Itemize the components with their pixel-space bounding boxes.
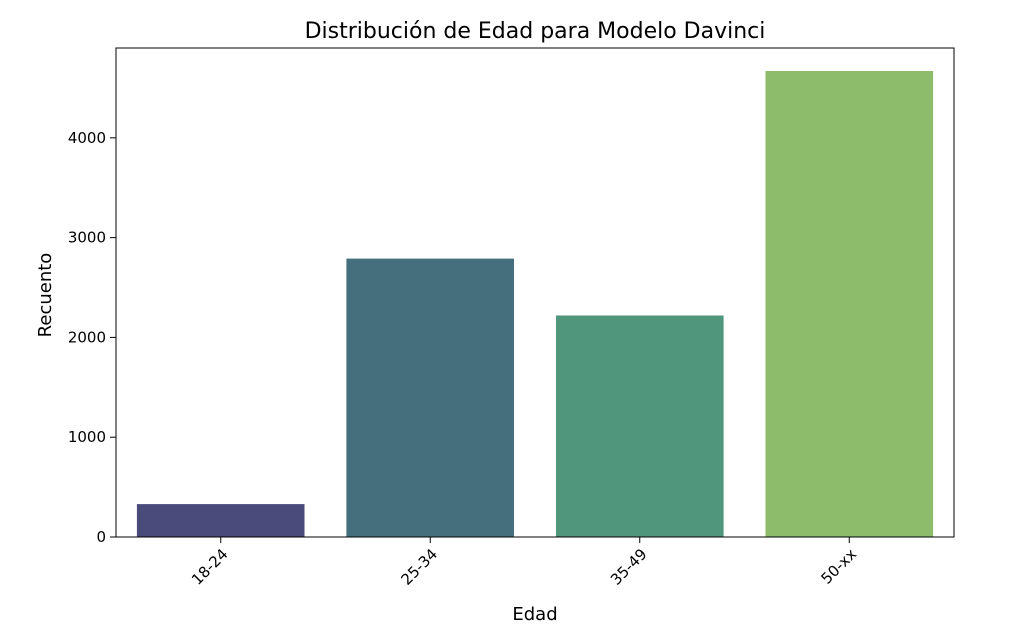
y-tick-label: 3000	[68, 229, 106, 247]
y-axis-label: Recuento	[35, 253, 56, 338]
bar-25-34	[346, 258, 514, 537]
y-axis-ticks: 0 1000 2000 3000 4000	[68, 129, 116, 546]
y-tick-label: 4000	[68, 129, 106, 147]
x-axis-ticks: 18-24 25-34 35-49 50-xx	[188, 537, 860, 589]
bar-18-24	[136, 504, 305, 537]
y-tick-label: 0	[96, 528, 106, 546]
x-tick-label-25-34: 25-34	[398, 545, 442, 589]
chart-title: Distribución de Edad para Modelo Davinci	[305, 19, 766, 44]
x-axis-label: Edad	[512, 604, 557, 625]
x-tick-label-35-49: 35-49	[607, 545, 651, 589]
bar-50-xx	[765, 71, 934, 537]
bars-group	[136, 71, 934, 537]
x-tick-label-18-24: 18-24	[188, 545, 232, 589]
bar-35-49	[556, 315, 724, 537]
y-tick-label: 2000	[68, 328, 106, 346]
plot-frame	[115, 47, 955, 538]
x-tick-label-50-xx: 50-xx	[817, 545, 860, 588]
y-tick-label: 1000	[68, 428, 106, 446]
